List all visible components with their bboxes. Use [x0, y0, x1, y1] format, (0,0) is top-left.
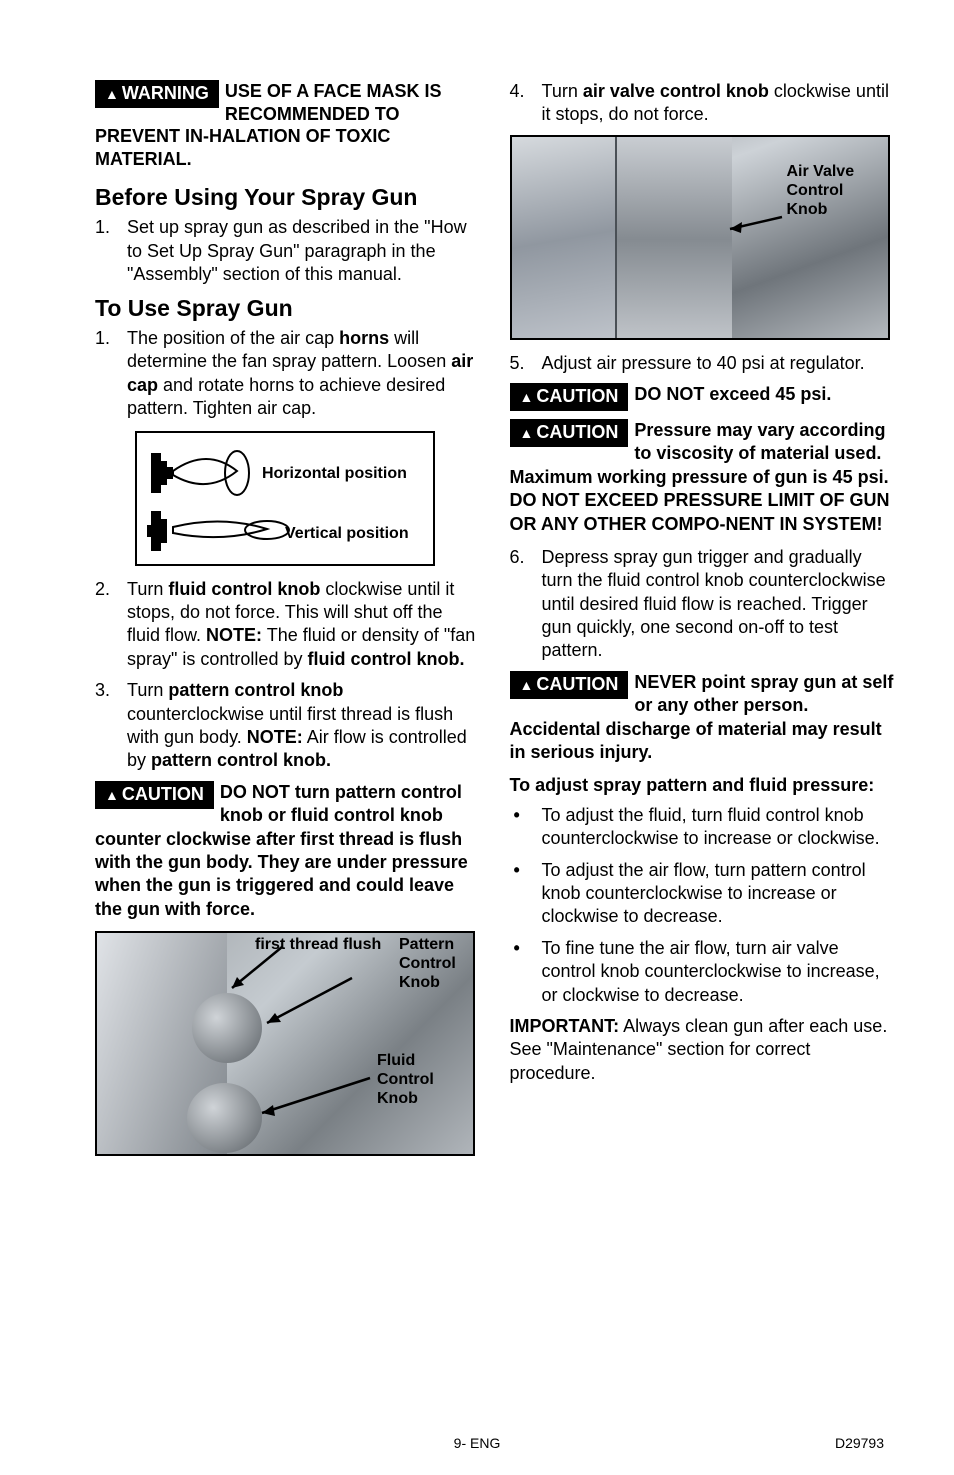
list-item: 6. Depress spray gun trigger and gradual…	[510, 546, 895, 663]
important-note: IMPORTANT: Always clean gun after each u…	[510, 1015, 895, 1085]
use-steps-cont: 2. Turn fluid control knob clockwise unt…	[95, 578, 480, 773]
heading-before-using: Before Using Your Spray Gun	[95, 184, 480, 210]
caution-block-2: CAUTION DO NOT exceed 45 psi.	[510, 383, 895, 413]
figure-label-pattern-knob: Pattern Control Knob	[399, 935, 471, 993]
step-number: 5.	[510, 352, 542, 375]
figure-label-air-valve: Air Valve Control Knob	[787, 162, 867, 220]
caution-block-4: CAUTION NEVER point spray gun at self or…	[510, 671, 895, 765]
right-steps: 4. Turn air valve control knob clockwise…	[510, 80, 895, 127]
air-valve-figure: Air Valve Control Knob	[510, 135, 890, 340]
step-number: 6.	[510, 546, 542, 663]
step-text: The position of the air cap horns will d…	[127, 327, 480, 421]
list-item: 2. Turn fluid control knob clockwise unt…	[95, 578, 480, 672]
step-text: Depress spray gun trigger and gradually …	[542, 546, 895, 663]
step-number: 3.	[95, 679, 127, 773]
caution-text: DO NOT exceed 45 psi.	[634, 384, 831, 404]
list-item: 1. Set up spray gun as described in the …	[95, 216, 480, 286]
page-number: 9- ENG	[454, 1435, 501, 1451]
bullet-text: To adjust the fluid, turn fluid control …	[542, 804, 895, 851]
list-item: 5. Adjust air pressure to 40 psi at regu…	[510, 352, 895, 375]
caution-badge: CAUTION	[510, 383, 629, 411]
before-steps: 1. Set up spray gun as described in the …	[95, 216, 480, 286]
list-item: • To adjust the air flow, turn pattern c…	[510, 859, 895, 929]
step-text: Turn pattern control knob counterclockwi…	[127, 679, 480, 773]
list-item: 3. Turn pattern control knob countercloc…	[95, 679, 480, 773]
bullet-icon: •	[510, 859, 542, 929]
important-label: IMPORTANT:	[510, 1016, 620, 1036]
bullet-text: To adjust the air flow, turn pattern con…	[542, 859, 895, 929]
step-number: 4.	[510, 80, 542, 127]
step-number: 2.	[95, 578, 127, 672]
diagram-label-horizontal: Horizontal position	[262, 465, 407, 483]
document-id: D29793	[835, 1435, 884, 1451]
step-text: Turn air valve control knob clockwise un…	[542, 80, 895, 127]
knobs-figure: first thread flush Pattern Control Knob …	[95, 931, 475, 1156]
heading-to-use: To Use Spray Gun	[95, 295, 480, 321]
diagram-label-vertical: Vertical position	[285, 525, 409, 543]
page-columns: WARNING USE OF A FACE MASK IS RECOMMENDE…	[95, 80, 894, 1166]
bullet-icon: •	[510, 804, 542, 851]
right-steps-2: 5. Adjust air pressure to 40 psi at regu…	[510, 352, 895, 375]
step-number: 1.	[95, 216, 127, 286]
figure-label-thread: first thread flush	[255, 935, 381, 954]
caution-badge: CAUTION	[510, 419, 629, 447]
bullet-text: To fine tune the air flow, turn air valv…	[542, 937, 895, 1007]
step-text: Adjust air pressure to 40 psi at regulat…	[542, 352, 895, 375]
use-steps: 1. The position of the air cap horns wil…	[95, 327, 480, 421]
caution-badge: CAUTION	[95, 781, 214, 809]
caution-block-3: CAUTION Pressure may vary according to v…	[510, 419, 895, 536]
step-text: Turn fluid control knob clockwise until …	[127, 578, 480, 672]
warning-block: WARNING USE OF A FACE MASK IS RECOMMENDE…	[95, 80, 480, 170]
list-item: • To adjust the fluid, turn fluid contro…	[510, 804, 895, 851]
right-steps-3: 6. Depress spray gun trigger and gradual…	[510, 546, 895, 663]
right-column: 4. Turn air valve control knob clockwise…	[510, 80, 895, 1166]
step-text: Set up spray gun as described in the "Ho…	[127, 216, 480, 286]
caution-block-1: CAUTION DO NOT turn pattern control knob…	[95, 781, 480, 921]
horn-position-diagram: Horizontal position Vertical position	[135, 431, 435, 566]
bullet-icon: •	[510, 937, 542, 1007]
adjust-bullets: • To adjust the fluid, turn fluid contro…	[510, 804, 895, 1007]
adjust-heading: To adjust spray pattern and fluid pressu…	[510, 774, 895, 797]
list-item: • To fine tune the air flow, turn air va…	[510, 937, 895, 1007]
warning-badge: WARNING	[95, 80, 219, 108]
step-number: 1.	[95, 327, 127, 421]
figure-label-fluid-knob: Fluid Control Knob	[377, 1051, 449, 1109]
list-item: 4. Turn air valve control knob clockwise…	[510, 80, 895, 127]
list-item: 1. The position of the air cap horns wil…	[95, 327, 480, 421]
caution-badge: CAUTION	[510, 671, 629, 699]
left-column: WARNING USE OF A FACE MASK IS RECOMMENDE…	[95, 80, 480, 1166]
